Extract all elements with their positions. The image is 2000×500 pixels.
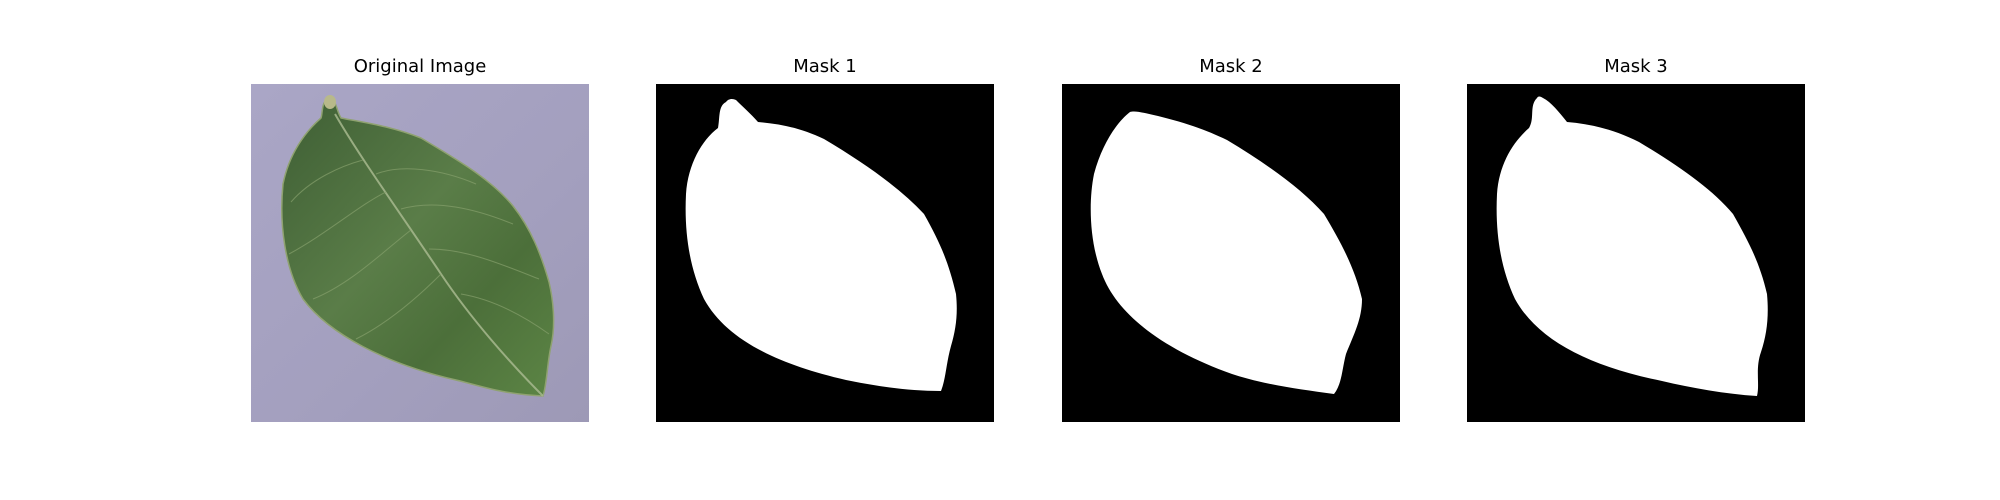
leaf-shape <box>281 97 555 397</box>
mask-1-image <box>656 84 994 422</box>
leaf-veins <box>288 159 550 340</box>
panel-title: Original Image <box>353 56 487 77</box>
leaf-midrib <box>334 113 544 397</box>
mask-foreground <box>1090 111 1362 395</box>
mask-3-image <box>1467 84 1805 422</box>
leaf-photo <box>251 84 589 422</box>
mask-2-image <box>1062 84 1400 422</box>
leaf-stem-tip <box>324 95 336 109</box>
mask-foreground <box>685 98 957 392</box>
mask-foreground <box>1496 96 1768 396</box>
panel-title: Mask 3 <box>1604 56 1668 77</box>
panel-title: Mask 2 <box>1199 56 1263 77</box>
panel-title: Mask 1 <box>793 56 857 77</box>
